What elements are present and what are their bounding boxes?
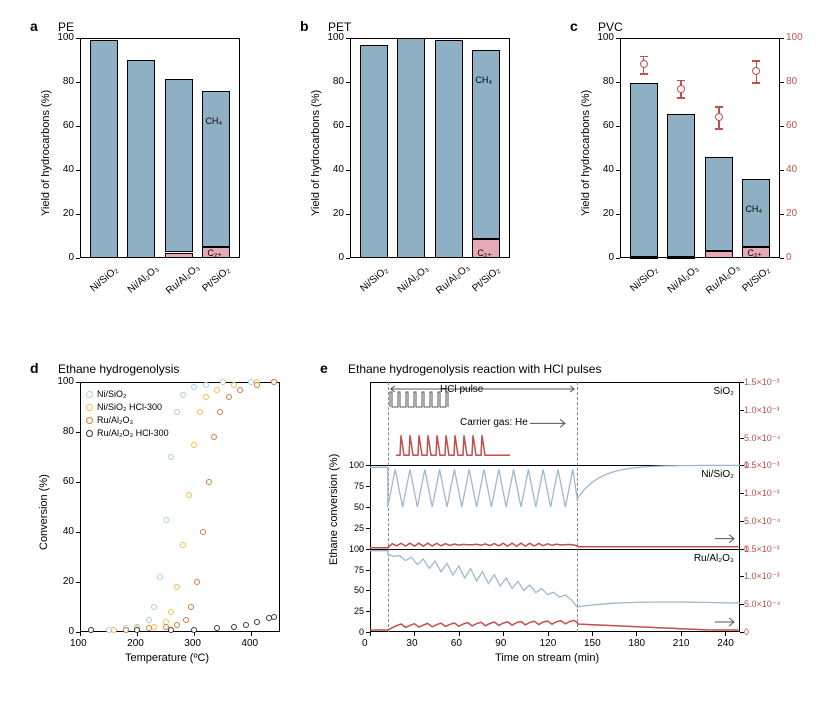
panel-c-ylabel: Yield of hydrocarbons (%) <box>580 90 592 216</box>
panel-b-ylabel: Yield of hydrocarbons (%) <box>310 90 322 216</box>
panel-a: a PE 020406080100Ni/SiO₂Ni/Al₂O₃Ru/Al₂O₃… <box>30 18 250 308</box>
panel-e-label: e <box>320 360 328 376</box>
panel-b-label: b <box>300 18 309 34</box>
panel-d-ylabel: Conversion (%) <box>38 474 50 550</box>
panel-d-title: Ethane hydrogenolysis <box>58 362 179 376</box>
panel-d-xlabel: Temperature (ºC) <box>125 652 209 664</box>
panel-e-xlabel: Time on stream (min) <box>495 652 599 664</box>
panel-a-label: a <box>30 18 38 34</box>
panel-c-label: c <box>570 18 578 34</box>
panel-e-title: Ethane hydrogenolysis reaction with HCl … <box>348 362 601 376</box>
panel-e-ylabel: Ethane conversion (%) <box>328 454 340 565</box>
panel-b: b PET 020406080100Ni/SiO₂Ni/Al₂O₃Ru/Al₂O… <box>300 18 520 308</box>
panel-a-ylabel: Yield of hydrocarbons (%) <box>40 90 52 216</box>
panel-e: e Ethane hydrogenolysis reaction with HC… <box>320 360 820 680</box>
panel-c: c PVC 002020404060608080100100Ni/SiO₂Ni/… <box>570 18 810 308</box>
panel-d: d Ethane hydrogenolysis 0204060801001002… <box>30 360 300 680</box>
panel-d-label: d <box>30 360 39 376</box>
